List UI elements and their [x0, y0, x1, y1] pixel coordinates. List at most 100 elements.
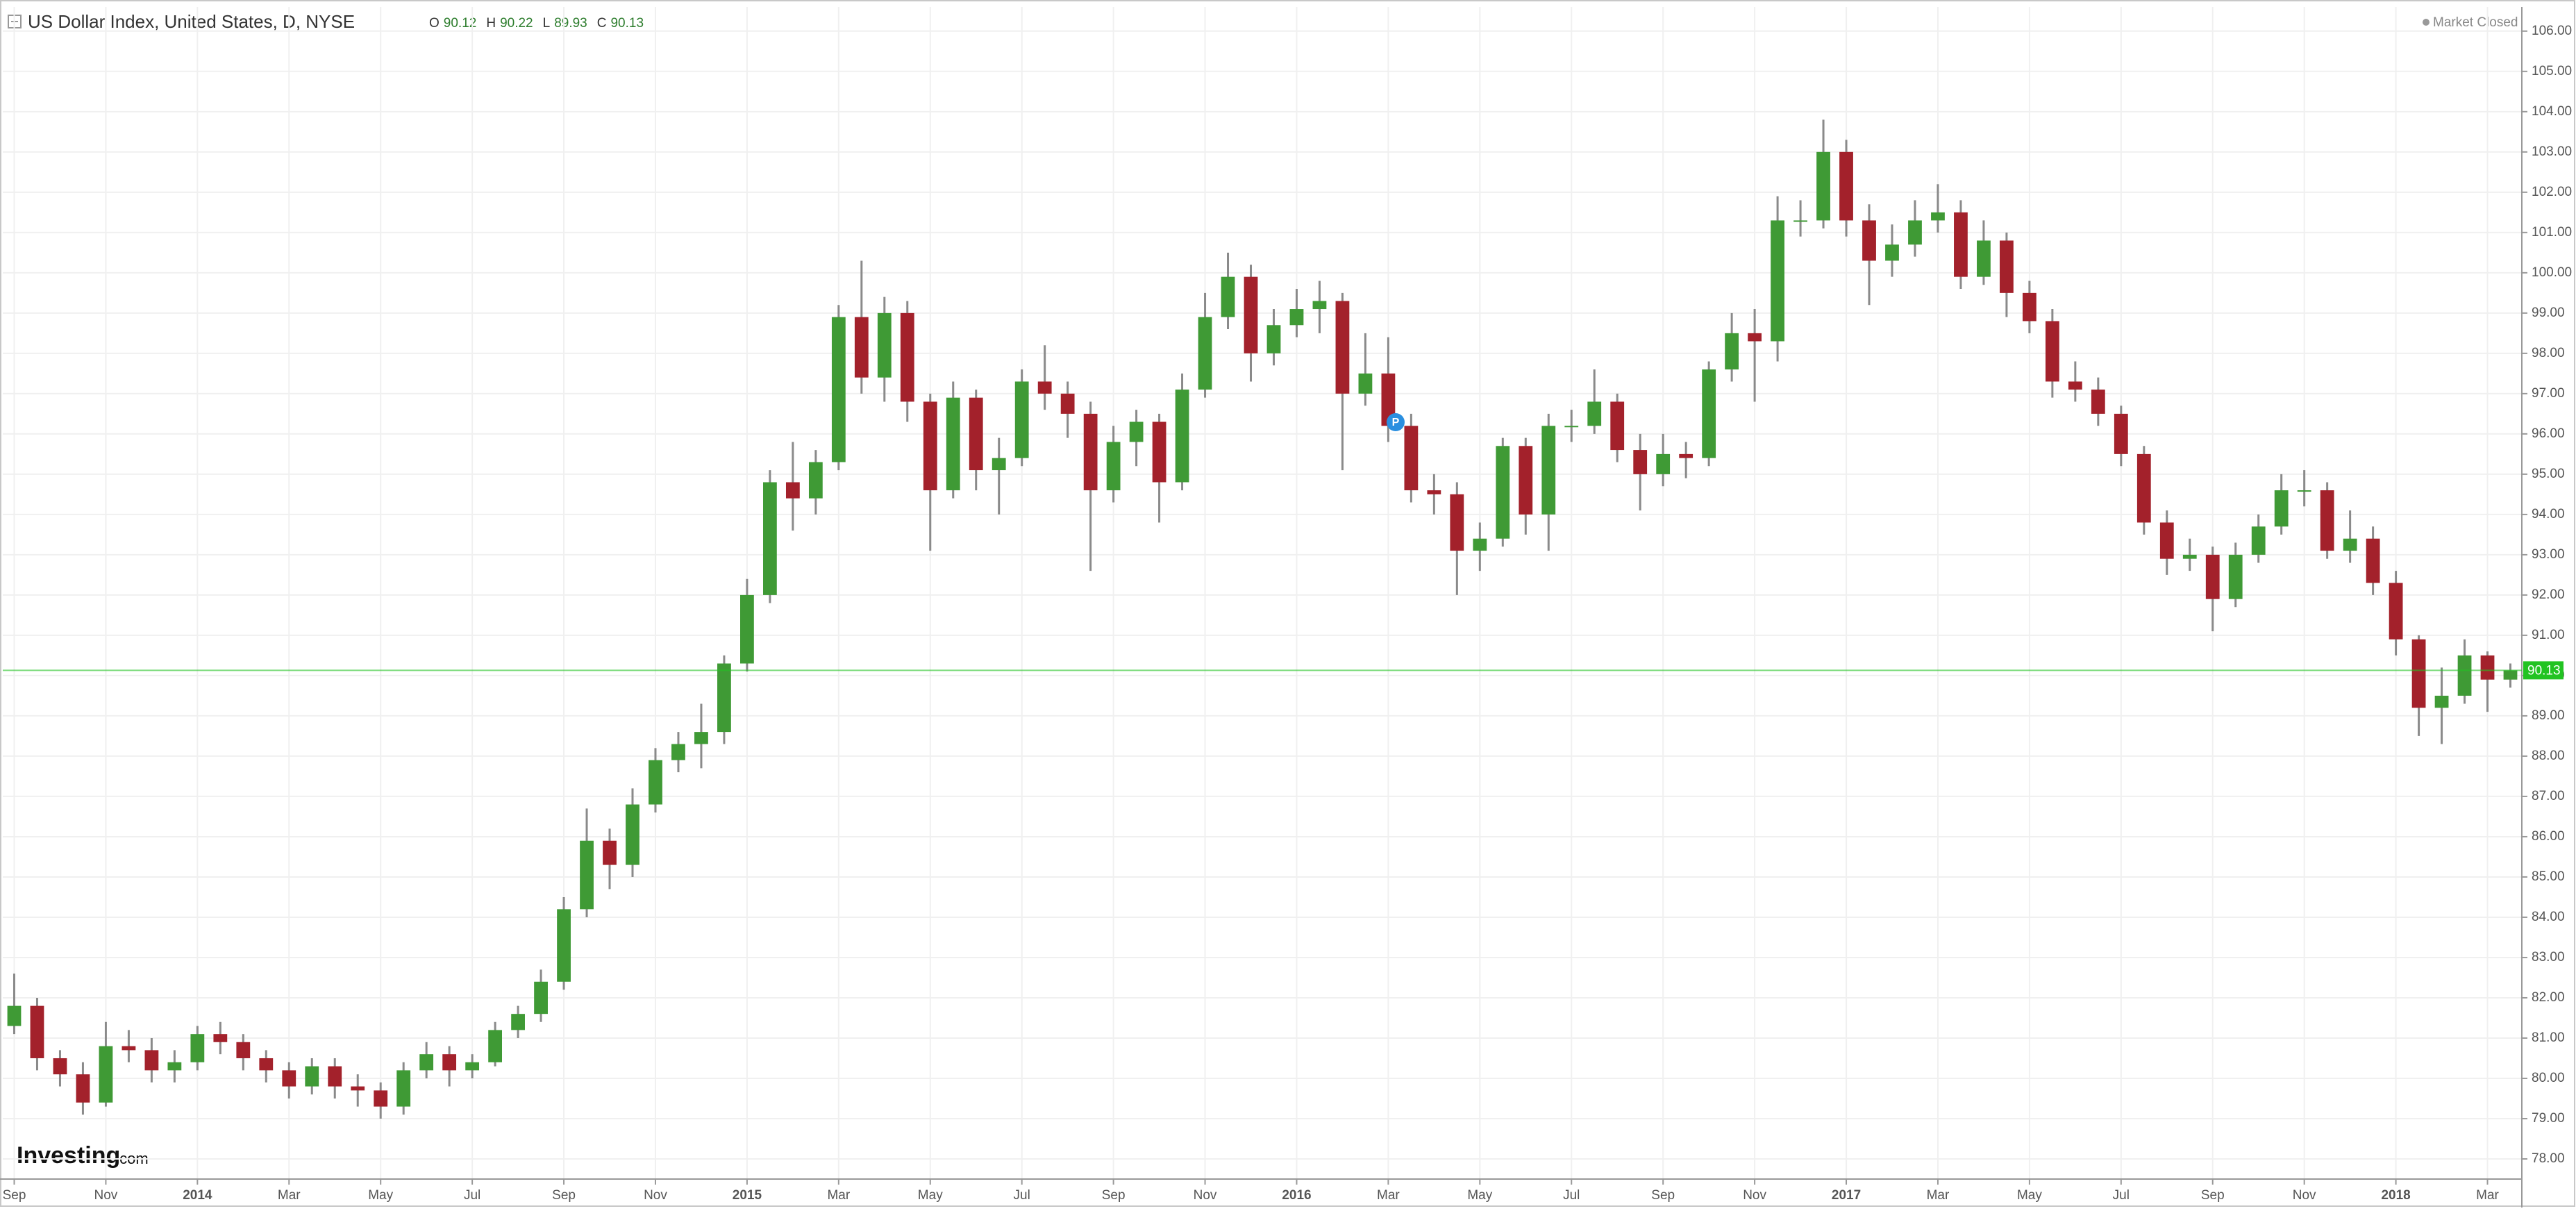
candle-body: [1816, 151, 1830, 221]
candle-body: [1473, 538, 1487, 551]
ohlc-value: 90.22: [500, 16, 533, 31]
candle-body: [1908, 220, 1922, 245]
y-tick-label: 97.00: [2532, 386, 2565, 401]
x-tick-label: Mar: [827, 1188, 850, 1203]
y-tick-label: 98.00: [2532, 346, 2565, 360]
candle-body: [1106, 442, 1121, 491]
candle-body: [2389, 583, 2403, 640]
y-tick-label: 100.00: [2532, 265, 2572, 280]
x-tick-label: May: [2017, 1188, 2042, 1203]
candle-body: [1175, 390, 1189, 483]
candle-body: [2228, 554, 2243, 599]
candle-body: [2434, 695, 2449, 708]
candle-body: [969, 397, 983, 471]
candle-body: [1793, 220, 1807, 222]
candle-body: [2251, 526, 2266, 555]
candle-body: [1702, 369, 1716, 458]
candle-body: [1221, 276, 1235, 317]
candle-body: [1404, 426, 1419, 491]
ohlc-label: L: [543, 16, 551, 31]
candle-body: [1014, 381, 1029, 458]
candle-body: [396, 1070, 411, 1107]
y-tick-label: 83.00: [2532, 950, 2565, 964]
y-tick-label: 81.00: [2532, 1030, 2565, 1045]
candle-body: [1335, 301, 1350, 394]
candle-body: [213, 1034, 228, 1042]
y-tick-label: 89.00: [2532, 708, 2565, 723]
event-marker[interactable]: [1387, 413, 1405, 431]
candle-body: [2320, 490, 2334, 551]
candle-body: [626, 804, 639, 865]
y-tick-label: 85.00: [2532, 869, 2565, 884]
y-tick-label: 79.00: [2532, 1111, 2565, 1126]
candle-body: [694, 732, 708, 744]
candle-body: [282, 1070, 296, 1087]
x-tick-label: Mar: [1927, 1188, 1950, 1203]
x-tick-label: 2017: [1832, 1188, 1861, 1203]
candle-body: [2000, 240, 2014, 293]
candle-body: [1427, 490, 1441, 494]
candle-body: [2068, 381, 2082, 390]
candle-body: [259, 1058, 274, 1071]
candle-body: [2457, 655, 2472, 696]
ohlc-label: O: [429, 16, 440, 31]
candle-body: [419, 1054, 434, 1071]
candle-body: [374, 1090, 388, 1107]
candle-body: [740, 594, 754, 664]
candle-body: [2480, 655, 2495, 680]
x-tick-label: Sep: [1102, 1188, 1126, 1203]
candle-body: [122, 1046, 136, 1051]
candle-body: [1198, 317, 1212, 390]
candle-body: [557, 909, 571, 982]
event-marker-label: P: [1392, 417, 1400, 428]
x-tick-label: 2015: [733, 1188, 762, 1203]
candle-body: [1450, 494, 1464, 551]
candle-body: [923, 401, 937, 491]
candle-body: [1862, 220, 1876, 261]
candle-body: [1587, 401, 1602, 426]
x-tick-label: 2016: [1282, 1188, 1311, 1203]
x-tick-label: Sep: [552, 1188, 576, 1203]
candle-body: [2343, 538, 2357, 551]
candle-body: [2205, 554, 2220, 599]
plot: 78.00 79.00 80.00 81.00 82.00 83.00 84.00 85.00…: [0, 7, 2572, 1208]
y-tick-label: 87.00: [2532, 789, 2565, 803]
candle-body: [1954, 212, 1968, 277]
y-tick-label: 94.00: [2532, 507, 2565, 521]
candle-body: [144, 1050, 159, 1071]
x-tick-label: Nov: [1743, 1188, 1766, 1203]
candle-body: [1496, 446, 1510, 539]
candle-body: [76, 1074, 90, 1103]
x-tick-label: Sep: [3, 1188, 26, 1203]
candle-body: [1725, 333, 1739, 370]
candle-body: [1083, 413, 1098, 491]
candle-body: [671, 744, 685, 760]
candle-body: [1633, 450, 1648, 474]
y-tick-label: 96.00: [2532, 426, 2565, 441]
y-tick-label: 82.00: [2532, 990, 2565, 1005]
candle-body: [167, 1062, 182, 1071]
candle-body: [992, 458, 1006, 471]
x-tick-label: May: [368, 1188, 393, 1203]
candle-body: [831, 317, 846, 462]
y-tick-label: 104.00: [2532, 104, 2572, 119]
candle-body: [900, 312, 914, 402]
x-tick-label: Jul: [1563, 1188, 1580, 1203]
candle-body: [1358, 373, 1373, 394]
x-tick-label: May: [918, 1188, 943, 1203]
x-tick-label: Jul: [2113, 1188, 2130, 1203]
ohlc-value: 90.12: [444, 16, 477, 31]
y-tick-label: 101.00: [2532, 225, 2572, 240]
y-tick-label: 78.00: [2532, 1151, 2565, 1166]
candle-body: [190, 1034, 205, 1062]
candle-body: [580, 840, 594, 910]
last-price-label: 90.13: [2527, 663, 2561, 678]
last-price-box: [2523, 661, 2564, 680]
candle-body: [603, 840, 617, 865]
ohlc-label: C: [597, 16, 607, 31]
status-dot: [2423, 19, 2429, 26]
candle-body: [1977, 240, 1991, 277]
